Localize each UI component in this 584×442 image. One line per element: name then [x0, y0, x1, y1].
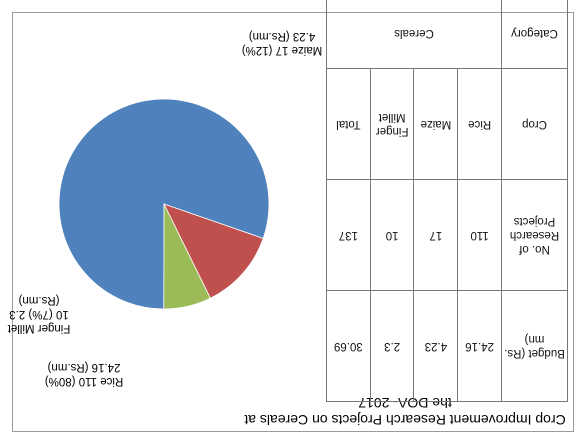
slice-data-label: Rice 110 (80%)24.16 (Rs.mn) [45, 361, 124, 387]
table-cell: Finger Millet [370, 68, 414, 180]
table-cell: 10 [370, 179, 414, 291]
table-category-value: Cereals [326, 0, 502, 69]
table-cell: Rice [457, 68, 502, 180]
table-cell: 30.69 [326, 290, 371, 402]
table-col-header: Crop [501, 68, 568, 180]
table-cell: 2.3 [370, 290, 414, 402]
table-cell: 110 [457, 179, 502, 291]
slice-data-label: Finger Millet10 (7%) 2.3(Rs.mn) [7, 294, 70, 334]
table-cell: Maize [414, 68, 458, 180]
table-row-crop: Crop Rice Maize Finger Millet Total [326, 68, 568, 180]
table-col-header: No. of Research Projects [501, 179, 568, 291]
table-cell: 4.23 [414, 290, 458, 402]
slice-data-label: Maize 17 (12%)4.23 (Rs.mn) [242, 30, 323, 56]
table-row-category: Category Cereals [326, 0, 568, 69]
table-cell: 137 [326, 179, 371, 291]
table-row-budget: Budget (Rs. mn) 24.16 4.23 2.3 30.69 [326, 290, 568, 402]
pie-slice-maize [163, 203, 264, 299]
table-cell: 17 [414, 179, 458, 291]
table-col-header: Budget (Rs. mn) [501, 290, 568, 402]
table-row-projects: No. of Research Projects 110 17 10 137 [326, 179, 568, 291]
table-cell: 24.16 [457, 290, 502, 402]
data-table: Budget (Rs. mn) 24.16 4.23 2.3 30.69 No.… [326, 0, 568, 402]
table-cell: Total [326, 68, 371, 180]
pie-slice-finger-millet [163, 203, 211, 310]
table-category-header: Category [501, 0, 568, 69]
